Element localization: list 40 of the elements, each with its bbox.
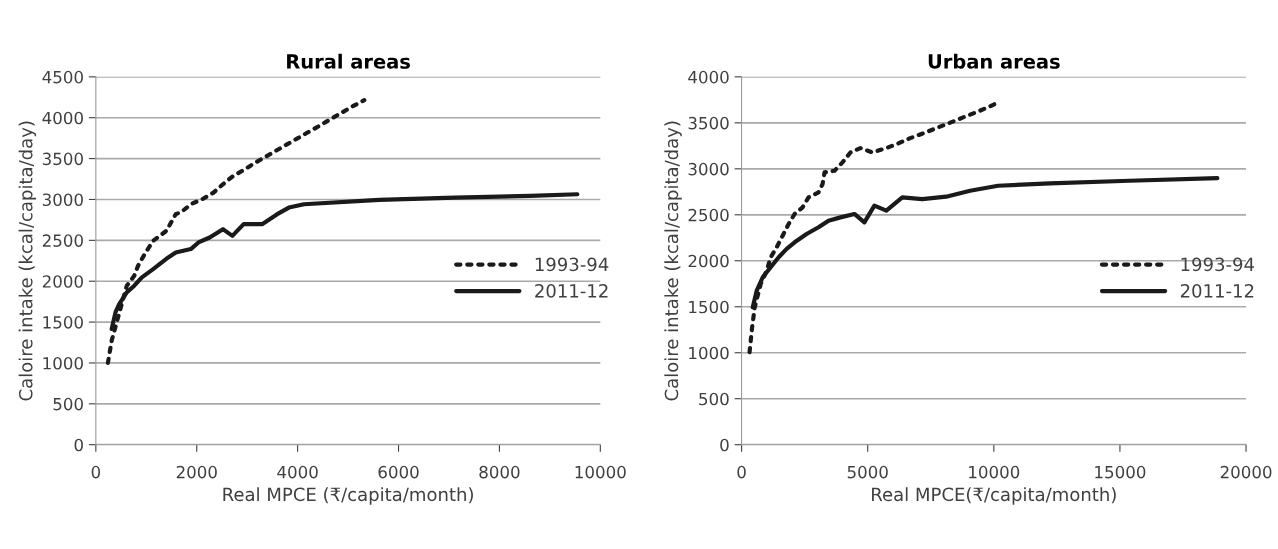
x-tick-label: 5000 [847,465,888,479]
x-tick-label: 8000 [479,465,520,479]
x-tick-label: 10000 [969,465,1020,479]
chart-title: Urban areas [928,53,1060,69]
legend-label: 1993-94 [1181,257,1255,272]
y-axis-title: Caloire intake (kcal/capita/day) [664,121,682,401]
legend-label: 1993-94 [535,257,609,272]
y-tick-label: 2000 [42,275,83,288]
x-axis-title: Real MPCE (₹/capita/month) [223,487,473,505]
y-tick-label: 1500 [43,316,83,329]
y-tick-label: 0 [720,438,729,452]
y-tick-label: 4000 [42,111,83,125]
legend-label: 2011-12 [535,284,608,298]
y-tick-label: 500 [699,392,729,406]
x-tick-label: 10000 [575,465,626,479]
y-tick-label: 4000 [688,70,729,84]
y-tick-label: 1000 [689,346,729,360]
y-tick-label: 3000 [42,193,83,207]
y-tick-label: 3500 [688,116,729,130]
y-tick-label: 1500 [689,300,729,314]
x-tick-label: 0 [91,465,101,479]
y-tick-label: 4500 [42,70,83,84]
x-tick-label: 2000 [176,465,217,479]
x-axis-title: Real MPCE(₹/capita/month) [872,487,1116,505]
y-tick-label: 0 [74,438,83,452]
y-tick-label: 1000 [43,356,83,370]
y-tick-label: 500 [53,397,83,411]
y-tick-label: 2000 [688,254,729,268]
y-tick-label: 3000 [688,162,729,176]
y-axis-title: Caloire intake (kcal/capita/day) [18,121,37,401]
y-tick-label: 2500 [688,208,729,222]
x-tick-label: 15000 [1095,465,1146,479]
legend-label: 2011-12 [1180,284,1254,298]
x-tick-label: 0 [737,465,746,479]
chart-title: Rural areas [287,53,410,69]
y-tick-label: 3500 [42,152,83,166]
y-tick-label: 2500 [42,234,83,247]
x-tick-label: 4000 [277,465,318,479]
x-tick-label: 20000 [1220,465,1272,479]
x-tick-label: 6000 [378,465,419,479]
